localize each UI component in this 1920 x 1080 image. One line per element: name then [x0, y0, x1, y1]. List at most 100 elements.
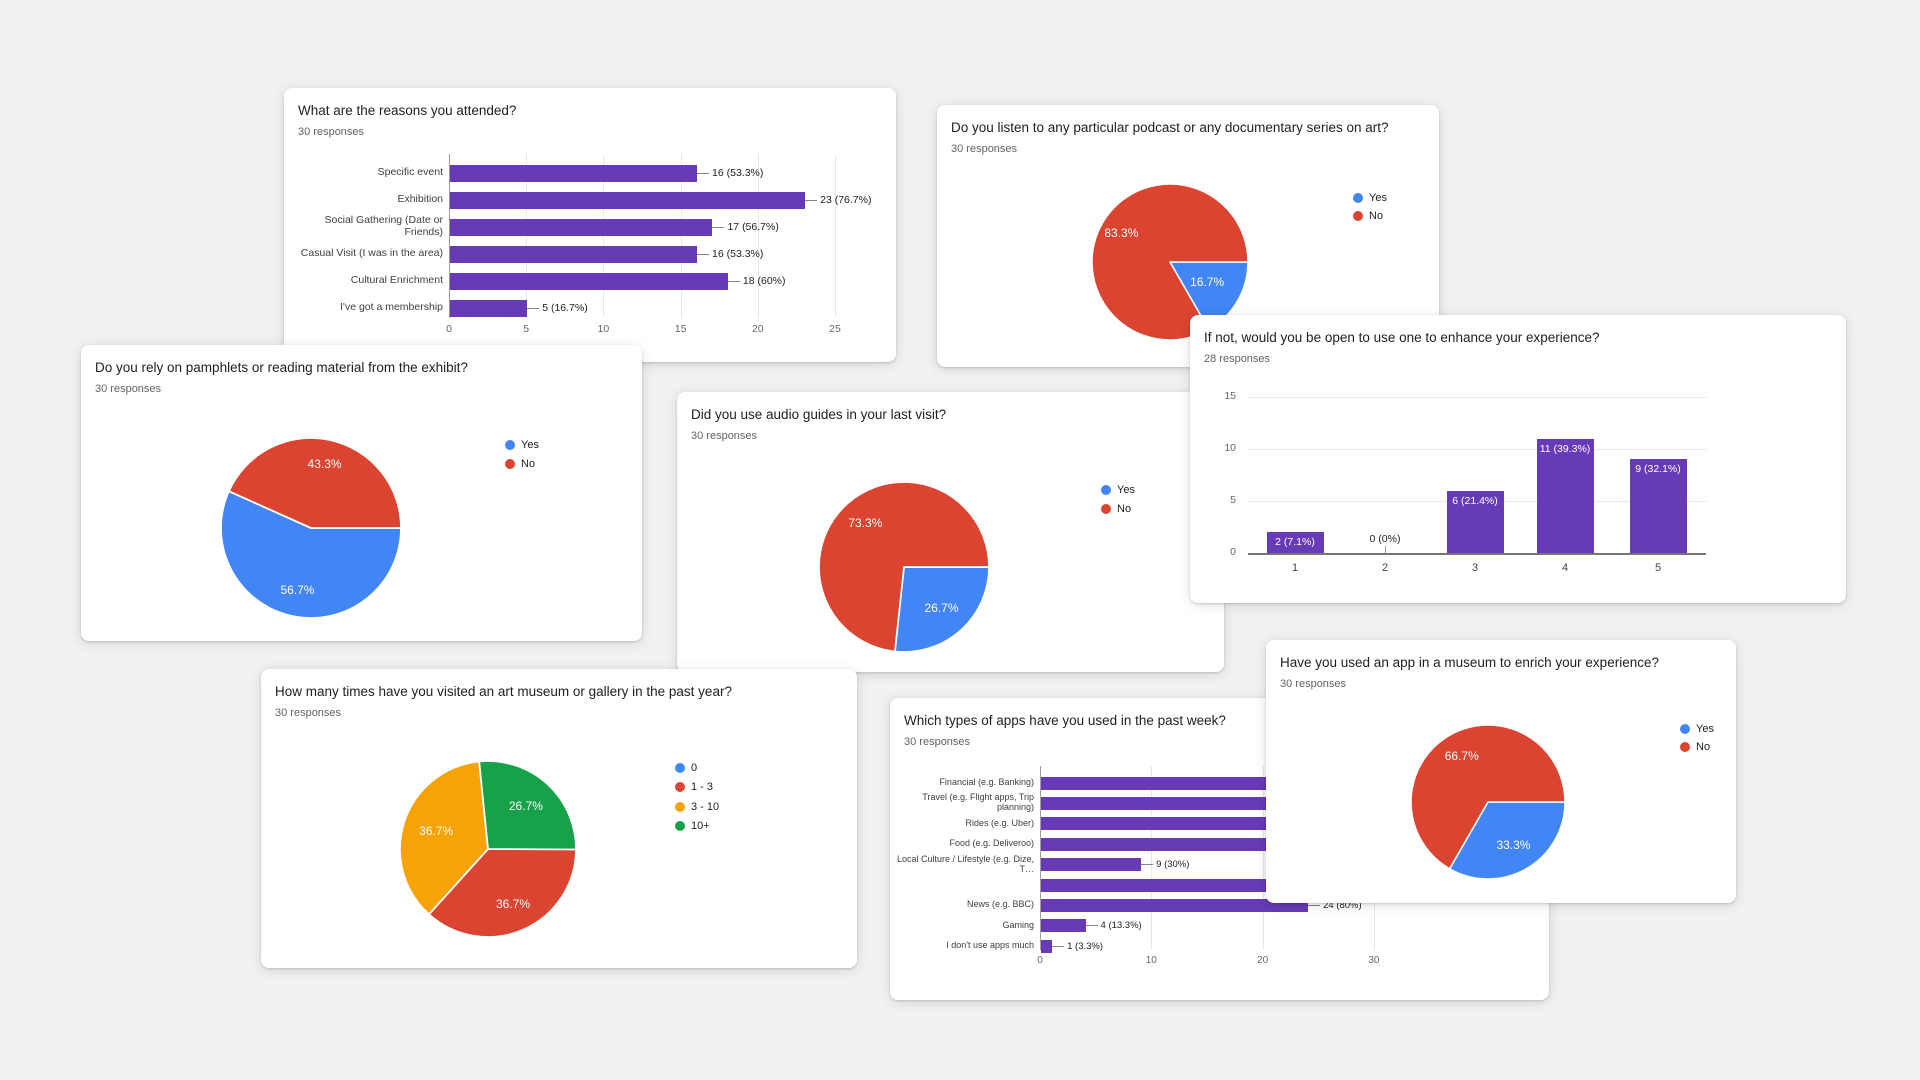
legend-item: No [1353, 209, 1383, 223]
pie-percent-label: 36.7% [419, 823, 454, 838]
legend-item: Yes [1353, 191, 1387, 205]
legend-item: Yes [1680, 722, 1714, 736]
legend-item: 10+ [675, 819, 710, 833]
legend-label: 1 - 3 [691, 781, 714, 794]
bar-value-text: 9 (30%) [1156, 859, 1190, 871]
pie-percent-label: 26.7% [508, 799, 543, 814]
chart-card-museum-app: Have you used an app in a museum to enri… [1266, 640, 1736, 903]
gridline [1248, 397, 1706, 398]
gridline [1248, 449, 1706, 450]
axis-line [1040, 766, 1041, 950]
pie-slice-no [1092, 184, 1248, 340]
bar [1536, 438, 1594, 553]
bar [1446, 490, 1504, 553]
response-count: 30 responses [298, 126, 365, 138]
pie-percent-label: 66.7% [1444, 748, 1479, 763]
bar-value-label: 11 (39.3%) [1539, 442, 1591, 455]
chart-card-reasons-attended: What are the reasons you attended? 30 re… [284, 88, 896, 362]
bar-value-text: 18 (60%) [742, 275, 786, 287]
chart-area: 36.7% 36.7% 26.7% 0 1 - 3 3 - 10 10+ [261, 669, 857, 968]
pie-slice-10- [478, 761, 576, 851]
bar-value-label: 6 (21.4%) [1452, 494, 1498, 507]
legend-label: 3 - 10 [691, 800, 720, 813]
chart-card-podcast-on-art: Do you listen to any particular podcast … [937, 105, 1439, 367]
category-label: Food (e.g. Deliveroo) [949, 838, 1034, 849]
leader-line [712, 226, 725, 228]
pie-chart [221, 438, 401, 618]
pie-percent-label: 83.3% [1104, 225, 1139, 240]
bar-value-label: 16 (53.3%) [697, 246, 763, 262]
pie-chart [400, 761, 576, 937]
leader-line [697, 172, 710, 174]
pie-slice-yes [221, 490, 401, 618]
legend-swatch [675, 782, 685, 793]
legend-label: Yes [521, 439, 539, 451]
category-label: 4 [1561, 562, 1569, 574]
category-label: 3 [1471, 562, 1479, 574]
bar [450, 218, 713, 236]
pie-percent-label: 36.7% [495, 897, 530, 912]
bar-value-text: 16 (53.3%) [712, 248, 764, 260]
pie-slice-yes [1448, 801, 1565, 879]
bar [1041, 898, 1309, 912]
category-label: Exhibition [397, 193, 443, 206]
bar-value-label: 9 (32.1%) [1635, 463, 1681, 476]
pie-chart [1411, 725, 1565, 879]
chart-title: Do you rely on pamphlets or reading mate… [95, 360, 468, 375]
category-label: Specific event [377, 166, 443, 179]
legend-swatch [1353, 211, 1363, 221]
axis-tick-label: 0 [1037, 955, 1043, 966]
chart-area: 0 10 20 30 Financial (e.g. Banking) Travel (e… [890, 698, 1549, 1000]
legend-swatch [1353, 193, 1363, 203]
bar-value-label: 23 (76.7%) [805, 192, 871, 208]
legend-label: No [1369, 210, 1384, 222]
bar [1041, 837, 1275, 851]
axis-tick-label: 10 [1224, 442, 1236, 454]
bar-value-label: 16 (53.3%) [697, 165, 763, 181]
bar-value-text: 17 (56.7%) [727, 221, 779, 233]
legend-swatch [1101, 504, 1111, 514]
pie-slice-yes [894, 566, 989, 652]
legend-swatch [1101, 485, 1111, 495]
bar-value-label: 9 (30%) [1141, 857, 1189, 873]
bar-value-label: 2 (7.1%) [1275, 536, 1315, 549]
pie-percent-label: 43.3% [307, 456, 342, 471]
chart-title: How many times have you visited an art m… [275, 684, 732, 699]
bar-value-label: 24 (80%) [1308, 897, 1362, 913]
axis-line [1248, 553, 1706, 555]
bar-value-text: 1 (3.3%) [1067, 940, 1104, 952]
leader-line [805, 199, 818, 201]
axis-tick-label: 15 [674, 323, 687, 335]
bar-value-label: 17 (56.7%) [712, 219, 779, 235]
pie-percent-label: 16.7% [1190, 275, 1225, 290]
chart-area: 33.3% 66.7% Yes No [1266, 640, 1736, 903]
bar-value-label: 1 (3.3%) [1052, 938, 1103, 954]
axis-tick-label: 10 [1145, 955, 1157, 966]
gridline [1151, 766, 1153, 950]
gridline [680, 154, 682, 318]
category-label: I've got a membership [340, 301, 443, 314]
pie-percent-label: 26.7% [924, 600, 959, 615]
leader-line [1308, 904, 1321, 906]
legend-item: Yes [1101, 483, 1135, 497]
pie-percent-label: 33.3% [1496, 837, 1531, 852]
leader-line [1052, 945, 1065, 947]
category-label [890, 875, 1034, 895]
bar [1041, 858, 1142, 872]
category-label: Cultural Enrichment [350, 274, 443, 287]
pie-percent-label: 56.7% [280, 583, 315, 598]
leader-line [527, 307, 540, 309]
bar [450, 164, 698, 182]
legend-label: Yes [1117, 484, 1135, 496]
pie-slice-1-3 [428, 848, 576, 937]
chart-area: 56.7% 43.3% Yes No [81, 345, 642, 641]
category-label: 2 [1381, 562, 1389, 574]
bar [1041, 817, 1275, 831]
leader-line [1141, 864, 1154, 866]
chart-title: Did you use audio guides in your last vi… [691, 407, 947, 422]
bar [1629, 459, 1687, 553]
bar [450, 191, 806, 209]
pie-slice-no [819, 482, 989, 652]
chart-card-pamphlets: Do you rely on pamphlets or reading mate… [81, 345, 642, 641]
